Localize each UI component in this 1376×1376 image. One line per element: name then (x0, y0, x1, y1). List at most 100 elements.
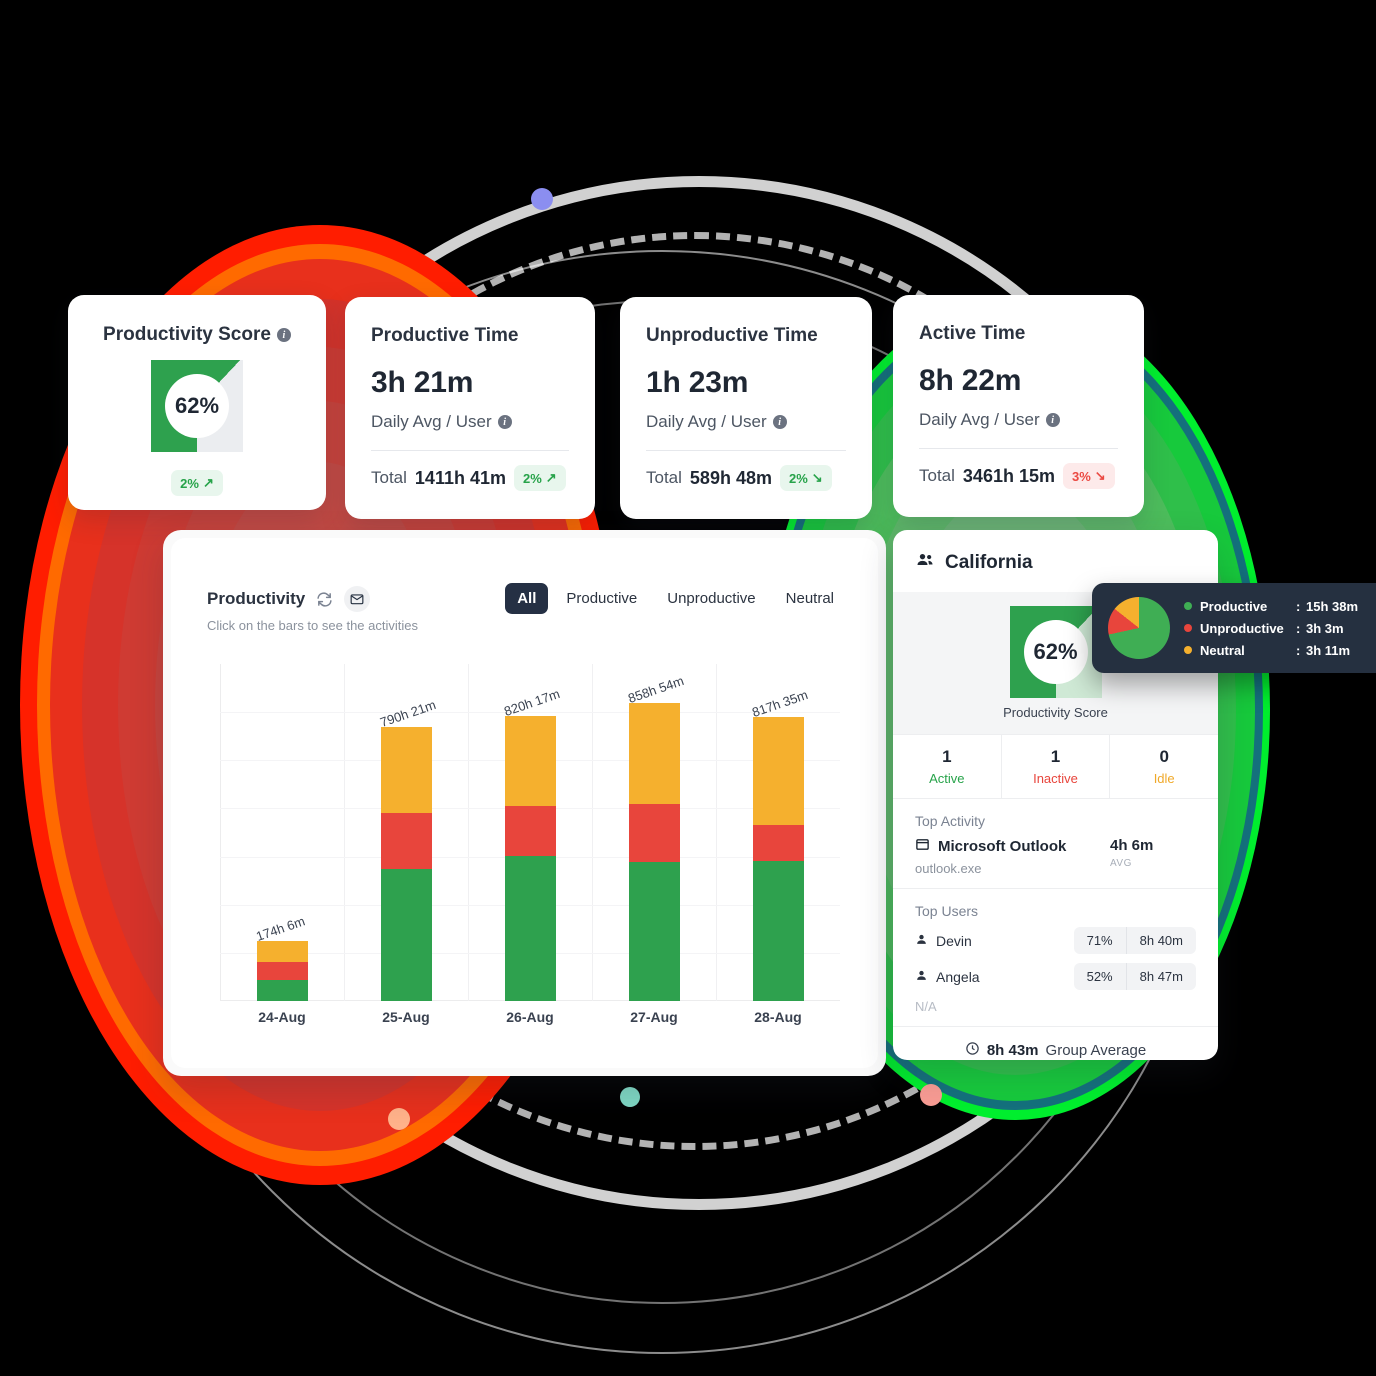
kpi-value: 3h 21m (371, 366, 474, 399)
bar-segment-unproductive[interactable] (256, 961, 308, 980)
kpi-subtitle-text: Daily Avg / User (919, 410, 1040, 429)
divider (646, 450, 846, 451)
bar-segment-neutral[interactable] (504, 716, 556, 807)
user-metrics: 52% 8h 47m (1073, 963, 1196, 990)
stat-label: Inactive (1033, 771, 1078, 786)
stat-idle[interactable]: 0 Idle (1109, 735, 1218, 798)
chart-inner-panel: Productivity Click on the bars to see th… (171, 538, 878, 1068)
bar-24-Aug[interactable] (256, 940, 308, 1001)
chip-value: 2% (788, 470, 808, 486)
window-icon (915, 837, 930, 856)
list-item[interactable]: Devin 71% 8h 40m (915, 927, 1196, 954)
legend-label: Neutral (1200, 642, 1245, 658)
tab-neutral[interactable]: Neutral (785, 590, 834, 607)
kpi-card-unproductive-time: Unproductive Time 1h 23m Daily Avg / Use… (620, 297, 872, 519)
bar-segment-neutral[interactable] (256, 940, 308, 962)
group-stats: 1 Active 1 Inactive 0 Idle (893, 734, 1218, 799)
kpi-total-value: 3461h 15m (962, 465, 1055, 486)
bar-25-Aug[interactable] (380, 726, 432, 1001)
top-users-section: Top Users Devin 71% 8h 40m (893, 889, 1218, 1026)
kpi-title: Productivity Score i (68, 295, 326, 346)
x-axis-tick-27-Aug: 27-Aug (630, 1009, 678, 1025)
bar-27-Aug[interactable] (628, 702, 680, 1001)
info-icon[interactable]: i (772, 415, 787, 429)
mail-icon[interactable] (344, 586, 371, 612)
grid-line-vertical (344, 664, 345, 1001)
legend-dot-unproductive (1184, 624, 1192, 632)
stat-label: Active (929, 771, 965, 786)
legend-value: 3h 3m (1306, 620, 1344, 636)
decor-dot-orange (388, 1108, 410, 1130)
productivity-chart-card: Productivity Click on the bars to see th… (163, 530, 886, 1076)
info-icon[interactable]: i (276, 328, 291, 342)
info-icon[interactable]: i (497, 415, 512, 429)
activity-name-wrap: Microsoft Outlook (915, 837, 1066, 856)
kpi-card-productive-time: Productive Time 3h 21m Daily Avg / User … (345, 297, 595, 519)
bar-segment-unproductive[interactable] (380, 813, 432, 869)
list-item[interactable]: Angela 52% 8h 47m (915, 963, 1196, 990)
pie-tooltip: Productive : 15h 38m Unproductive : 3h 3… (1092, 583, 1376, 673)
user-time: 8h 47m (1125, 963, 1196, 990)
status-badge: 2% ↘ (779, 465, 832, 491)
kpi-value: 8h 22m (919, 364, 1022, 397)
bar-segment-productive[interactable] (380, 868, 432, 1001)
group-detail-card: California 62% Productivity Score 1 Acti… (893, 530, 1218, 1060)
stat-value: 0 (1159, 747, 1169, 766)
tab-productive[interactable]: Productive (566, 590, 638, 607)
x-axis-tick-24-Aug: 24-Aug (258, 1009, 306, 1025)
status-badge: 2% ↗ (171, 470, 223, 496)
refresh-icon[interactable] (316, 591, 333, 608)
arrow-up-right-icon: ↗ (202, 475, 214, 490)
kpi-subtitle-text: Daily Avg / User (371, 412, 492, 431)
stat-active[interactable]: 1 Active (893, 735, 1001, 798)
grid-line-vertical (716, 664, 717, 1001)
bar-26-Aug[interactable] (504, 716, 556, 1001)
bar-segment-neutral[interactable] (752, 716, 804, 825)
divider (371, 450, 569, 451)
decor-dot-pink (920, 1084, 942, 1106)
kpi-total-value: 1411h 41m (414, 467, 506, 488)
user-icon (915, 933, 928, 949)
tab-all[interactable]: All (505, 583, 549, 614)
donut-value: 62% (1023, 620, 1088, 684)
bar-28-Aug[interactable] (752, 716, 804, 1001)
kpi-chip-wrap: 2% ↗ (68, 470, 326, 496)
bar-segment-unproductive[interactable] (504, 806, 556, 856)
bar-segment-productive[interactable] (256, 979, 308, 1001)
status-badge: 2% ↗ (514, 465, 566, 491)
user-name: Angela (936, 968, 980, 985)
divider (893, 888, 1218, 889)
user-name: Devin (936, 932, 972, 949)
top-activity-section: Top Activity Microsoft Outlook outlook.e… (893, 799, 1218, 888)
kpi-title: Active Time (919, 323, 1026, 344)
info-icon[interactable]: i (1045, 413, 1060, 427)
group-donut: 62% (1009, 606, 1102, 698)
grid-line-vertical (592, 664, 593, 1001)
bar-segment-productive[interactable] (628, 862, 680, 1001)
activity-time: 4h 6m (1110, 837, 1154, 854)
kpi-title: Productive Time (371, 325, 519, 346)
chip-value: 2% (523, 470, 542, 486)
group-score-label: Productivity Score (1003, 705, 1108, 720)
bar-segment-unproductive[interactable] (628, 804, 680, 863)
kpi-card-productivity-score: Productivity Score i 62% 2% ↗ (68, 295, 326, 510)
bar-segment-unproductive[interactable] (752, 824, 804, 861)
chip-value: 2% (180, 475, 199, 491)
tab-unproductive[interactable]: Unproductive (667, 590, 756, 607)
grid-line-horizontal (220, 712, 840, 714)
user-label: Devin (915, 933, 972, 949)
user-percent: 52% (1086, 969, 1113, 984)
stat-inactive[interactable]: 1 Inactive (1000, 735, 1110, 798)
chart-title: Productivity (207, 589, 306, 608)
bar-segment-neutral[interactable] (628, 702, 680, 805)
bar-segment-neutral[interactable] (380, 726, 432, 814)
bar-segment-productive[interactable] (504, 855, 556, 1001)
group-header: California (893, 530, 1218, 592)
legend-dot-productive (1184, 602, 1192, 610)
legend-label: Unproductive (1200, 620, 1284, 636)
legend-value: 3h 11m (1306, 642, 1351, 658)
bar-segment-productive[interactable] (752, 860, 804, 1001)
chart-plot-area: 174h 6m 24-Aug 790h 21m 25-Aug 820h 17m 26-Au… (220, 664, 840, 1025)
stat-value: 1 (942, 747, 952, 766)
